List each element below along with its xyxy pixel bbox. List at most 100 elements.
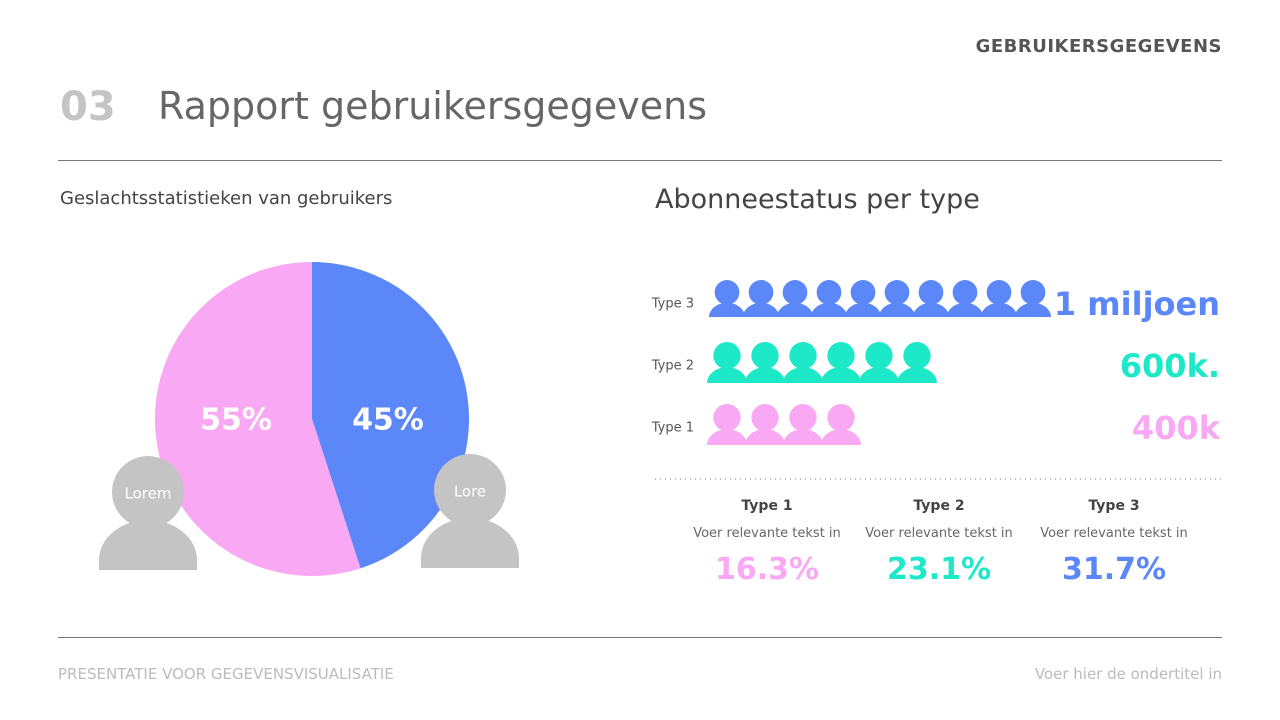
icon-head [434,454,506,526]
person-icon [783,404,823,445]
category-label: Lorem [125,485,172,503]
icon-head [714,280,740,305]
divider [58,637,1222,638]
person-icon [912,280,950,318]
icon-body [745,429,785,445]
icon-body [783,367,823,383]
icon-head [713,342,741,370]
icon-body [810,302,848,318]
icon-head [1020,280,1046,305]
icon-body [708,302,746,318]
stat-label: Type 3 [1088,498,1140,514]
stat-value: 16.3% [714,552,820,587]
icon-body [821,429,861,445]
icon-body [776,302,814,318]
stat-text: Voer relevante tekst in [865,526,1013,541]
person-icon [708,280,746,318]
footer-left: PRESENTATIE VOOR GEGEVENSVISUALISATIE [58,665,394,683]
stat-text: Voer relevante tekst in [693,526,841,541]
pictograph-row [708,280,1052,318]
person-icon [844,280,882,318]
icon-head [713,404,741,432]
stat-value: 23.1% [886,552,992,587]
data-label: 45% [352,403,424,438]
icon-body [844,302,882,318]
person-icon [742,280,780,318]
person-icon [946,280,984,318]
row-label: Type 1 [651,421,694,436]
stat: Type 1 Voer relevante tekst in 16.3% [692,498,842,587]
icon-head [751,342,779,370]
row-label: Type 3 [651,297,694,312]
stat: Type 3 Voer relevante tekst in 31.7% [1039,498,1189,587]
person-icon [821,404,861,445]
icon-head [850,280,876,305]
footer-right: Voer hier de ondertitel in [1034,665,1222,683]
person-icon [821,342,861,383]
data-label: 1 miljoen [1054,285,1220,323]
icon-body [897,367,937,383]
icon-body [912,302,950,318]
icon-body [707,429,747,445]
icon-body [421,518,519,568]
icon-head [789,404,817,432]
icon-head [748,280,774,305]
icon-head [952,280,978,305]
icon-head [918,280,944,305]
icon-body [783,429,823,445]
person-icon [897,342,937,383]
stat-label: Type 2 [913,498,965,514]
person-icon [783,342,823,383]
icon-head [903,342,931,370]
person-icon [878,280,916,318]
category-icon: Lorem [99,456,197,570]
icon-body [1014,302,1052,318]
category-label: Lore [454,483,486,501]
section-label: GEBRUIKERSGEGEVENS [975,36,1222,57]
pictograph-row [707,404,861,445]
icon-body [707,367,747,383]
data-label: 400k [1132,409,1221,447]
divider [58,160,1222,161]
pie-slice [312,262,469,569]
icon-body [946,302,984,318]
icon-head [751,404,779,432]
icon-body [821,367,861,383]
section-number: 03 [60,84,116,130]
icon-body [742,302,780,318]
person-icon [707,342,747,383]
icon-body [99,520,197,570]
stat-value: 31.7% [1061,552,1167,587]
data-label: 600k. [1120,347,1220,385]
person-icon [1014,280,1052,318]
person-icon [980,280,1018,318]
icon-head [816,280,842,305]
person-icon [859,342,899,383]
icon-body [980,302,1018,318]
icon-head [884,280,910,305]
category-icon: Lore [421,454,519,568]
icon-head [782,280,808,305]
row-label: Type 2 [651,359,694,374]
chart-title: Geslachtsstatistieken van gebruikers [60,188,393,209]
icon-head [827,342,855,370]
pie-slice [154,262,361,576]
icon-head [789,342,817,370]
icon-body [745,367,785,383]
pictograph-row [707,342,937,383]
icon-head [986,280,1012,305]
icon-body [859,367,899,383]
stat-text: Voer relevante tekst in [1040,526,1188,541]
stat: Type 2 Voer relevante tekst in 23.1% [864,498,1014,587]
icon-body [878,302,916,318]
chart-title: Abonneestatus per type [655,184,980,215]
stat-label: Type 1 [741,498,793,514]
icon-head [112,456,184,528]
person-icon [810,280,848,318]
person-icon [745,404,785,445]
slide-title: Rapport gebruikersgegevens [158,84,708,128]
person-icon [745,342,785,383]
